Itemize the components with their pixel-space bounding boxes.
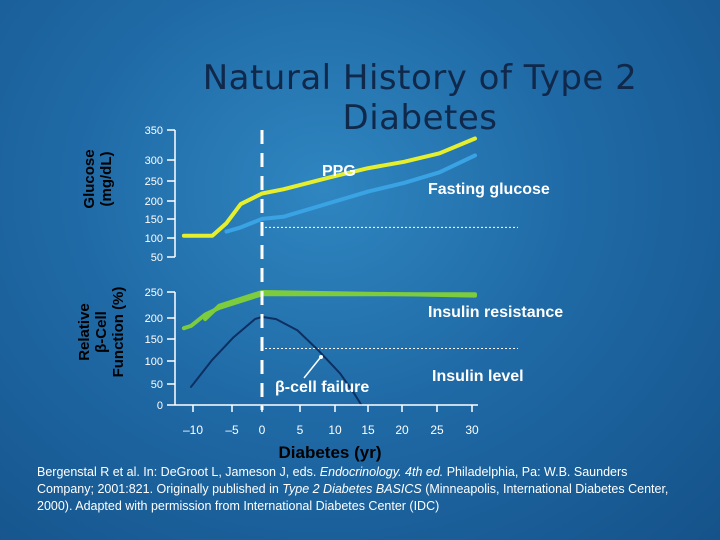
glucose-y-tick-label: 300	[145, 155, 163, 167]
beta-cell-y-tick-label: 250	[145, 287, 163, 299]
glucose-y-tick-label: 200	[145, 196, 163, 208]
slide-title: Natural History of Type 2 Diabetes	[202, 58, 638, 138]
x-tick-label: –5	[225, 423, 239, 437]
label-fasting-glucose: Fasting glucose	[428, 181, 550, 198]
x-tick-label: –10	[183, 423, 203, 437]
x-tick-label: 20	[395, 423, 409, 437]
beta-cell-y-tick-label: 0	[157, 400, 163, 412]
glucose-y-tick-label: 50	[151, 252, 163, 264]
glucose-y-tick-label: 250	[145, 176, 163, 188]
x-tick-label: 10	[328, 423, 342, 437]
citation-text: Bergenstal R et al. In: DeGroot L, James…	[37, 465, 669, 513]
x-tick-label: 30	[465, 423, 479, 437]
beta-cell-y-tick-label: 150	[145, 334, 163, 346]
beta-failure-pointer	[303, 357, 321, 379]
series-ppg	[181, 136, 477, 238]
glucose-y-tick-label: 350	[145, 125, 163, 137]
glucose-y-tick-label: 100	[145, 233, 163, 245]
label-insulin-resistance: Insulin resistance	[428, 304, 563, 321]
label-ppg: PPG	[322, 163, 356, 180]
beta-failure-pointer-dot	[319, 355, 323, 359]
beta-cell-y-tick-label: 100	[145, 356, 163, 368]
x-axis-title: Diabetes (yr)	[278, 443, 382, 462]
x-tick-label: 25	[430, 423, 444, 437]
x-tick-label: 0	[259, 423, 266, 437]
beta-cell-y-tick-label: 50	[151, 379, 163, 391]
label-insulin-level: Insulin level	[432, 368, 524, 385]
series--cell-failure	[190, 315, 363, 406]
series-fasting-glucose	[224, 153, 477, 234]
x-tick-label: 15	[361, 423, 375, 437]
label-beta-cell-failure: β-cell failure	[275, 379, 369, 396]
x-tick-label: 5	[297, 423, 304, 437]
beta-cell-y-tick-label: 200	[145, 313, 163, 325]
glucose-y-tick-label: 150	[145, 214, 163, 226]
